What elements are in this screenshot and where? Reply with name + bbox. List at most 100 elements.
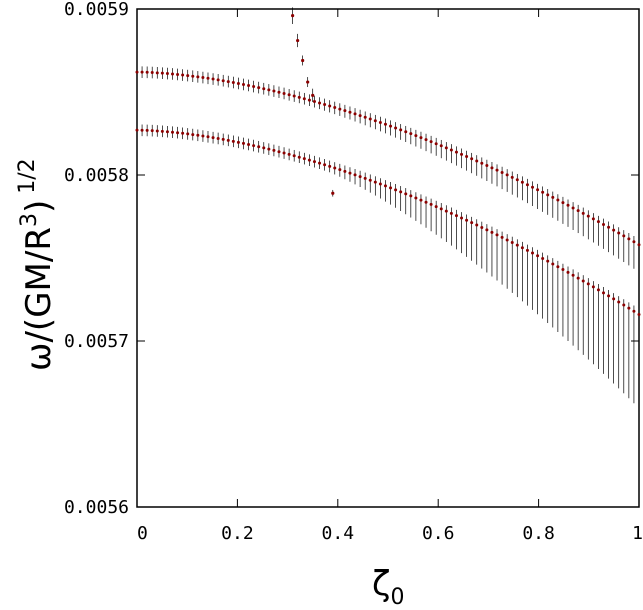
data-point (140, 128, 144, 132)
data-point (419, 198, 423, 202)
data-point (338, 168, 342, 172)
data-point (252, 144, 256, 148)
data-point (257, 145, 261, 149)
y-axis-label: ω/(GM/R3) 1/2 (15, 158, 59, 371)
data-point (257, 86, 261, 90)
data-point (363, 176, 367, 180)
data-point (201, 134, 205, 138)
data-point (145, 70, 149, 74)
data-point (297, 155, 301, 159)
data-point (216, 78, 220, 82)
data-point (515, 178, 519, 182)
data-point (586, 282, 590, 286)
data-point (221, 137, 225, 141)
data-point (556, 265, 560, 269)
data-point (454, 150, 458, 154)
data-point (378, 121, 382, 125)
data-point (287, 152, 291, 156)
data-point (551, 195, 555, 199)
data-point (449, 211, 453, 215)
data-point (378, 182, 382, 186)
data-point (296, 38, 300, 43)
data-point (490, 230, 494, 234)
data-point (231, 139, 235, 143)
data-point (439, 144, 443, 148)
data-point (617, 231, 621, 235)
data-point (449, 148, 453, 152)
data-point (155, 71, 159, 75)
data-point (510, 241, 514, 245)
data-point (490, 166, 494, 170)
data-point (165, 130, 169, 134)
data-point (170, 72, 174, 76)
data-point (221, 79, 225, 83)
data-point (500, 235, 504, 239)
data-point (226, 138, 230, 142)
data-point (475, 223, 479, 227)
data-point (368, 117, 372, 121)
data-point (383, 122, 387, 126)
data-point (414, 196, 418, 200)
data-point (186, 132, 190, 136)
data-point (176, 131, 180, 135)
data-point (419, 136, 423, 140)
data-point (607, 225, 611, 229)
data-point (439, 207, 443, 211)
data-point (566, 270, 570, 274)
data-point (576, 276, 580, 280)
data-point (404, 192, 408, 196)
data-point (160, 129, 164, 133)
y-axis-label-sup2: 1/2 (15, 158, 40, 193)
data-point (196, 133, 200, 137)
data-point (581, 279, 585, 283)
x-tick-label: 0.8 (522, 523, 555, 544)
data-point (546, 259, 550, 263)
data-point (301, 58, 305, 63)
y-axis-label-sup1: 3 (17, 213, 42, 227)
data-point (282, 91, 286, 95)
data-point (282, 151, 286, 155)
data-point (480, 161, 484, 165)
data-point (444, 146, 448, 150)
data-point (343, 169, 347, 173)
data-point (267, 147, 271, 151)
data-point (348, 171, 352, 175)
data-point (160, 71, 164, 75)
data-point (444, 209, 448, 213)
data-point (586, 214, 590, 218)
data-point (353, 173, 357, 177)
data-point (500, 171, 504, 175)
data-point (480, 225, 484, 229)
data-point (236, 81, 240, 85)
data-point (302, 157, 306, 161)
x-tick-label: 0.6 (422, 523, 455, 544)
data-point (571, 273, 575, 277)
y-tick-label: 0.0058 (64, 165, 129, 186)
data-point (591, 217, 595, 221)
axis-ticks: 0 0.2 0.4 0.6 0.8 1 0.0056 0.0057 0.0058 0.0059 (64, 0, 643, 544)
data-point (637, 312, 641, 316)
data-point (211, 77, 215, 81)
data-point (241, 141, 245, 145)
data-point (556, 198, 560, 202)
data-point (191, 133, 195, 137)
x-tick-label: 0.4 (322, 523, 355, 544)
data-point (373, 119, 377, 123)
data-point (531, 185, 535, 189)
data-point (311, 93, 315, 97)
data-point (333, 106, 337, 110)
data-point (495, 233, 499, 237)
data-point (150, 71, 154, 75)
data-point (602, 291, 606, 295)
data-point (561, 268, 565, 272)
data-point (541, 190, 545, 194)
y-axis-label-close: ) (19, 200, 59, 213)
data-point (191, 74, 195, 78)
data-point (211, 136, 215, 140)
data-point (307, 98, 311, 102)
y-axis-label-main: ω/(GM/R (19, 227, 59, 371)
data-point (383, 184, 387, 188)
data-point (525, 183, 529, 187)
data-point (632, 309, 636, 313)
data-point (338, 107, 342, 111)
